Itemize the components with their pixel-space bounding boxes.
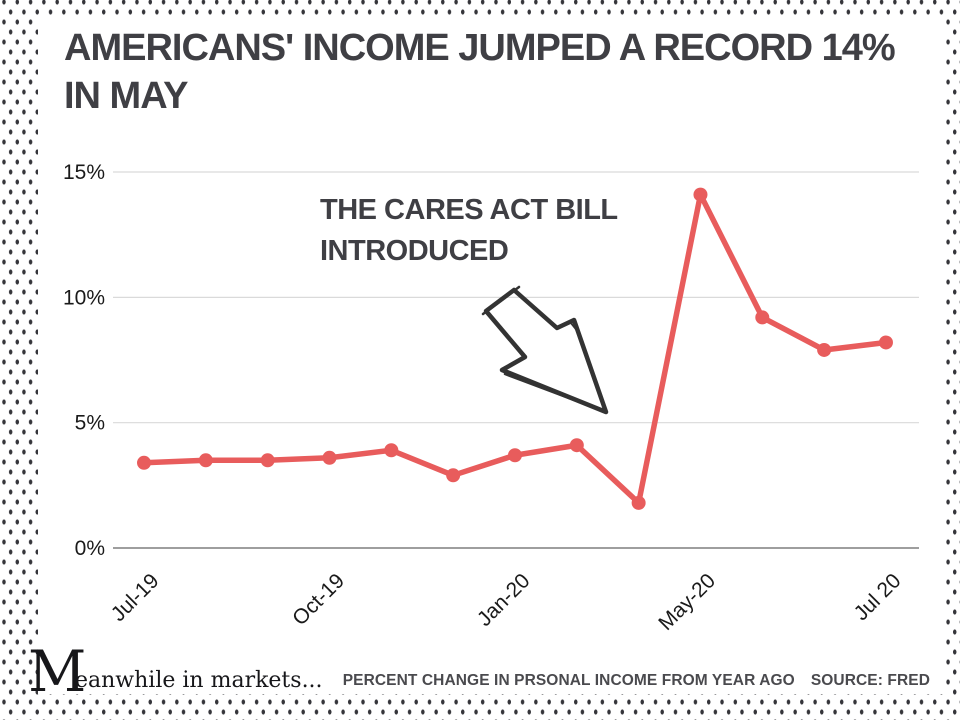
x-tick-label: May-20 (654, 569, 720, 635)
income-line-series (137, 187, 893, 510)
chart-card (38, 17, 945, 694)
y-tick-label: 15% (63, 161, 105, 184)
data-point-marker (322, 450, 337, 465)
gridlines (113, 171, 919, 549)
x-axis-tick-labels: Jul-19 Oct-19 Jan-20 May-20 Jul 20 (107, 569, 906, 635)
x-tick-label: Jul 20 (850, 569, 906, 625)
x-tick-label: Jul-19 (107, 569, 164, 626)
source-label: SOURCE: FRED (810, 672, 930, 689)
data-point-marker (260, 453, 275, 468)
data-point-marker (507, 448, 522, 463)
x-tick-label: Jan-20 (473, 569, 535, 631)
data-point-marker (137, 455, 151, 470)
data-point-marker (384, 443, 399, 458)
data-point-marker (569, 438, 584, 453)
caption-text: PERCENT CHANGE IN PRSONAL INCOME FROM YE… (342, 672, 795, 689)
y-axis-tick-labels: 0% 5% 10% 15% (63, 161, 105, 560)
brand-initial: M (28, 639, 87, 705)
annotation-label: THE CARES ACT BILL INTRODUCED (320, 190, 618, 272)
data-point-marker (817, 342, 832, 357)
annotation-line-2: INTRODUCED (320, 235, 509, 267)
data-point-marker (631, 495, 646, 510)
chart-caption: PERCENT CHANGE IN PRSONAL INCOME FROM YE… (343, 672, 930, 690)
data-point-marker (693, 187, 708, 202)
y-tick-label: 5% (75, 412, 105, 435)
x-tick-label: Oct-19 (288, 569, 349, 630)
annotation-line-1: THE CARES ACT BILL (320, 194, 618, 226)
page-title-line-2: IN MAY (64, 75, 189, 117)
data-point-marker (878, 335, 893, 350)
brand-name: eanwhile in markets... (75, 668, 323, 693)
page-title: AMERICANS' INCOME JUMPED A RECORD 14% IN… (64, 24, 934, 120)
data-point-marker (198, 453, 213, 468)
page-title-line-1: AMERICANS' INCOME JUMPED A RECORD 14% (64, 27, 896, 69)
y-tick-label: 10% (63, 286, 105, 309)
data-point-marker (755, 310, 770, 325)
data-point-marker (446, 468, 461, 483)
y-tick-label: 0% (75, 537, 105, 560)
hand-drawn-arrow-icon (481, 285, 609, 415)
